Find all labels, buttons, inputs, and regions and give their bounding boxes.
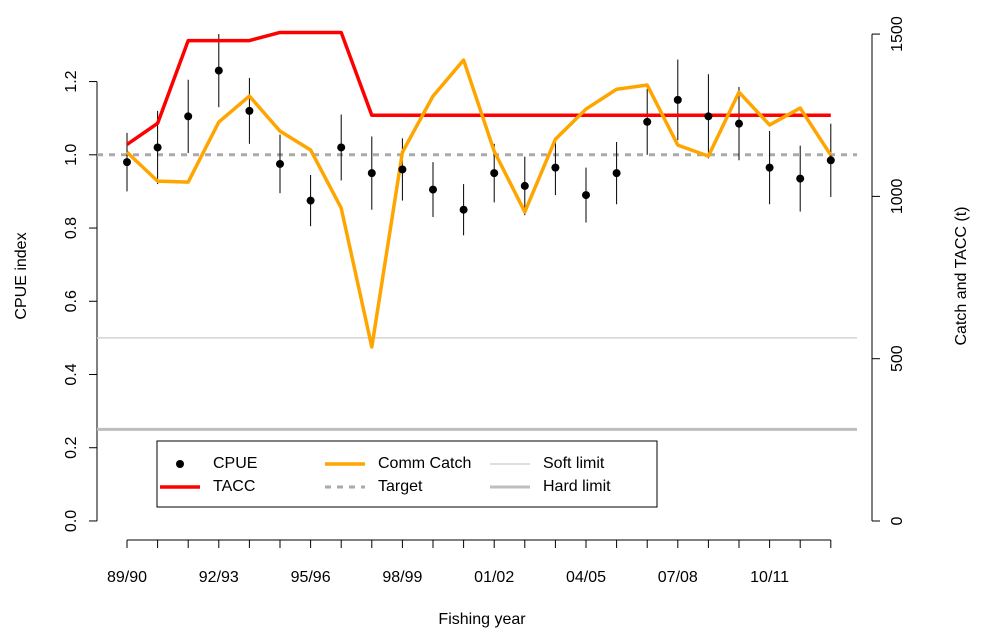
data-point — [796, 174, 805, 183]
data-point — [429, 185, 437, 194]
x-tick-label: 07/08 — [658, 569, 698, 586]
data-point — [765, 163, 774, 172]
legend-label: Hard limit — [543, 478, 611, 495]
data-point — [337, 143, 346, 152]
x-axis-title: Fishing year — [438, 611, 526, 628]
legend-label: TACC — [213, 478, 255, 495]
y-tick-label: 0.8 — [63, 217, 80, 239]
y2-tick-label: 1000 — [889, 178, 906, 214]
data-point — [826, 156, 835, 165]
y-tick-label: 0.2 — [63, 437, 80, 459]
data-point — [673, 95, 682, 104]
x-tick-label: 10/11 — [750, 569, 789, 586]
x-tick-label: 95/96 — [291, 569, 331, 586]
data-point — [582, 191, 590, 200]
x-tick-label: 98/99 — [382, 569, 422, 586]
data-point — [490, 169, 499, 178]
data-point — [612, 169, 621, 178]
data-point — [306, 196, 315, 205]
series-line — [126, 30, 831, 146]
legend-label: CPUE — [213, 455, 257, 472]
y-tick-label: 0.6 — [63, 290, 80, 312]
data-point — [276, 159, 284, 168]
data-point — [214, 66, 223, 75]
data-point — [704, 112, 713, 121]
y-tick-label: 0.4 — [63, 363, 80, 385]
legend-symbol — [176, 460, 184, 468]
data-point — [735, 119, 743, 128]
y-axis-title: CPUE index — [13, 232, 30, 319]
y2-tick-label: 1500 — [889, 16, 906, 52]
y2-tick-label: 500 — [889, 345, 906, 372]
y2-tick-label: 0 — [889, 516, 906, 525]
x-tick-label: 92/93 — [199, 569, 239, 586]
y-tick-label: 1.2 — [63, 70, 80, 92]
x-tick-label: 89/90 — [107, 569, 147, 586]
x-tick-label: 04/05 — [566, 569, 606, 586]
data-point — [459, 205, 468, 214]
legend-label: Soft limit — [543, 455, 605, 472]
data-point — [153, 143, 162, 152]
x-tick-label: 01/02 — [474, 569, 514, 586]
data-point — [520, 181, 529, 190]
legend-box — [156, 440, 658, 508]
data-point — [643, 117, 652, 126]
data-point — [398, 165, 407, 174]
data-point — [245, 106, 254, 115]
data-point — [184, 112, 193, 121]
y-tick-label: 1.0 — [63, 144, 80, 166]
legend-label: Target — [378, 478, 423, 495]
data-point — [367, 169, 376, 178]
data-point — [551, 163, 560, 172]
y2-axis-title: Catch and TACC (t) — [953, 206, 970, 345]
series-line — [125, 58, 833, 349]
y-tick-label: 0.0 — [63, 510, 80, 532]
legend-label: Comm Catch — [378, 455, 471, 472]
data-point — [123, 158, 131, 167]
